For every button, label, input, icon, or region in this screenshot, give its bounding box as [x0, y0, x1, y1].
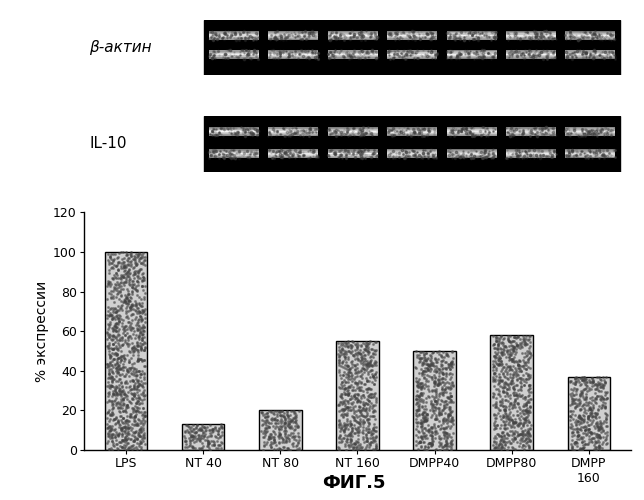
Bar — [491, 335, 533, 450]
Bar — [413, 351, 456, 450]
Bar — [105, 252, 147, 450]
Bar — [336, 341, 379, 450]
Bar — [182, 424, 224, 450]
Bar — [567, 376, 610, 450]
Bar — [204, 116, 620, 172]
Text: ФИГ.5: ФИГ.5 — [323, 474, 386, 492]
Y-axis label: % экспрессии: % экспрессии — [35, 280, 49, 382]
Bar — [204, 20, 620, 76]
Text: β-актин: β-актин — [89, 40, 152, 55]
Text: IL-10: IL-10 — [89, 136, 127, 152]
Bar — [259, 410, 301, 450]
